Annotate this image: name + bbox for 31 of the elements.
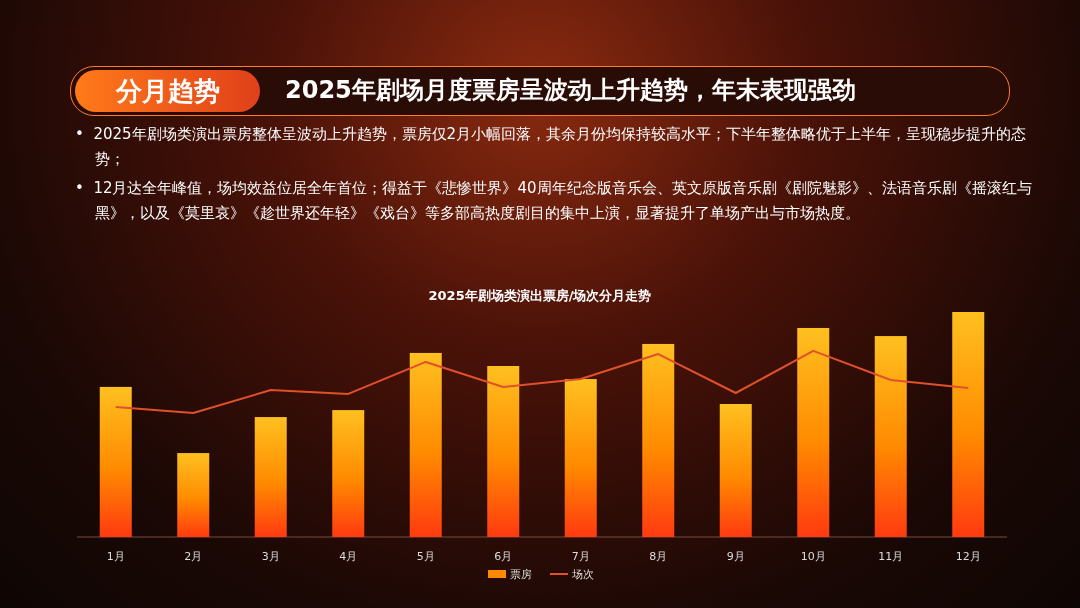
bar: [332, 410, 365, 537]
text: 分月趋势: [75, 70, 260, 112]
x-tick-label: 1月: [106, 550, 125, 563]
x-tick-label: 9月: [726, 550, 745, 563]
bar: [177, 453, 210, 537]
x-tick-label: 7月: [571, 550, 590, 563]
x-tick-label: 10月: [800, 550, 826, 563]
bar: [409, 352, 442, 537]
legend-label: 场次: [571, 568, 594, 581]
bar: [642, 343, 675, 537]
x-tick-label: 12月: [955, 550, 981, 563]
x-tick-label: 3月: [261, 550, 280, 563]
x-tick-label: 2月: [184, 550, 203, 563]
text: • 12月达全年峰值，场均效益位居全年首位；得益于《悲惨世界》40周年纪念版音乐会、英文原版音乐剧《剧院魅影》、法语音乐剧《摇滚红与黑》，以及《莫里哀》《趁世界还年轻》《戏台》等多部高热度剧目的集中上演，显著提升了单场产出与市场热度。: [75, 178, 1033, 224]
bar: [254, 417, 287, 537]
legend-label: 票房: [510, 568, 532, 581]
bar: [487, 366, 520, 537]
chart-title: 2025年剧场类演出票房/场次分月走势: [428, 288, 652, 303]
x-tick-label: 8月: [649, 550, 668, 563]
x-tick-label: 11月: [878, 550, 904, 563]
x-tick-label: 4月: [339, 550, 358, 563]
bar: [797, 327, 830, 537]
x-tick-label: 6月: [494, 550, 513, 563]
text: 2025年剧场月度票房呈波动上升趋势，年末表现强劲: [285, 75, 856, 106]
bar: [952, 312, 985, 537]
bar: [719, 404, 752, 537]
text: • 2025年剧场类演出票房整体呈波动上升趋势，票房仅2月小幅回落，其余月份均保持较高水平；下半年整体略优于上半年，呈现稳步提升的态势；: [75, 124, 1028, 170]
bar: [874, 336, 907, 537]
bar: [99, 386, 132, 537]
x-tick-label: 5月: [416, 550, 435, 563]
bar: [564, 379, 597, 537]
